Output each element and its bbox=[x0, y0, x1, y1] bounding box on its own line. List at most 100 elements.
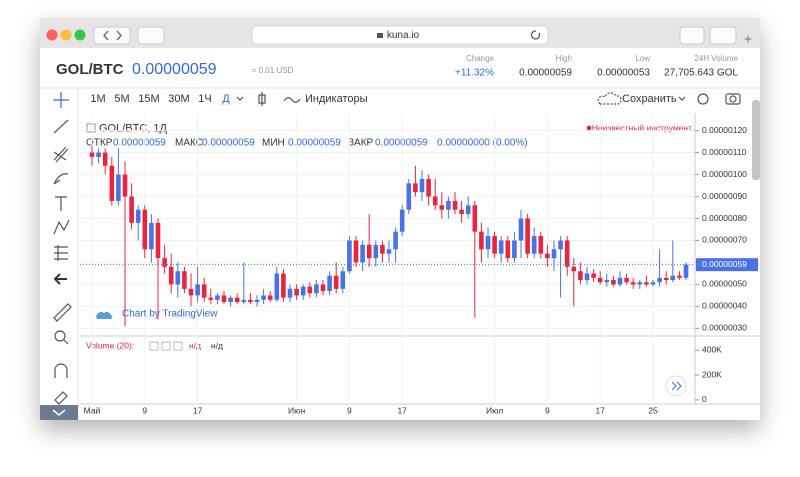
x-tick-label: 9 bbox=[545, 405, 550, 415]
candle-body bbox=[525, 218, 530, 254]
text-tool[interactable] bbox=[55, 196, 67, 211]
collapse-button[interactable] bbox=[40, 405, 78, 420]
legend-label: ОТКР bbox=[86, 138, 113, 149]
candle-body bbox=[551, 249, 557, 259]
y-tick-label: 0.00000040 bbox=[702, 301, 747, 311]
zoom-button[interactable] bbox=[74, 29, 86, 41]
tradingview-logo bbox=[96, 311, 113, 319]
fib-tool[interactable] bbox=[53, 146, 69, 163]
candle-body bbox=[248, 299, 253, 303]
caret[interactable] bbox=[236, 96, 244, 101]
tabs-button[interactable] bbox=[709, 26, 737, 45]
caret[interactable] bbox=[678, 96, 686, 101]
trendline-tool[interactable] bbox=[53, 119, 69, 134]
reload-icon[interactable] bbox=[530, 30, 541, 40]
candle-body bbox=[254, 299, 260, 303]
collapse-legend[interactable] bbox=[86, 123, 96, 133]
candle-body bbox=[604, 280, 610, 283]
brush-tool[interactable] bbox=[53, 173, 69, 185]
candle-body bbox=[657, 277, 662, 283]
volume-icon[interactable] bbox=[161, 341, 171, 351]
nav-arrows bbox=[103, 30, 122, 41]
zoom-tool[interactable] bbox=[54, 330, 66, 342]
candle-body bbox=[208, 297, 214, 300]
price: 0.00000059 bbox=[132, 61, 217, 78]
nav-buttons[interactable] bbox=[93, 26, 131, 45]
candle-body bbox=[267, 295, 273, 300]
close-button[interactable] bbox=[46, 29, 58, 41]
candle-body bbox=[677, 275, 682, 278]
interval[interactable]: 15M bbox=[138, 93, 159, 105]
y-tick-label: 0.00000090 bbox=[702, 191, 747, 201]
stat-value: +11.32% bbox=[455, 68, 494, 79]
candle-body bbox=[413, 183, 418, 193]
volume-tick-label: 400K bbox=[702, 345, 722, 355]
lock-tool[interactable] bbox=[54, 391, 68, 405]
candle-body bbox=[89, 152, 95, 157]
x-tick-label: 9 bbox=[142, 405, 147, 415]
candle-body bbox=[201, 284, 207, 298]
candle-body bbox=[564, 240, 570, 267]
candle-body bbox=[538, 236, 544, 254]
interval[interactable]: 5M bbox=[114, 93, 129, 105]
settings-icon[interactable] bbox=[697, 93, 709, 105]
candle-body bbox=[584, 273, 590, 281]
sidebar-button[interactable] bbox=[137, 26, 165, 45]
candle-body bbox=[617, 277, 623, 285]
notice-dot bbox=[586, 125, 592, 131]
minimize-button[interactable] bbox=[60, 29, 72, 41]
candle-body bbox=[340, 271, 346, 289]
candle-body bbox=[314, 284, 319, 294]
y-tick-label: 0.00000120 bbox=[702, 125, 747, 135]
candle-body bbox=[380, 244, 385, 254]
candle-body bbox=[307, 286, 313, 294]
candle-body bbox=[188, 288, 194, 296]
candle-body bbox=[300, 286, 306, 296]
candle-body bbox=[650, 282, 656, 285]
crosshair-tool[interactable] bbox=[53, 92, 69, 108]
indicator-icon bbox=[283, 97, 301, 103]
candle-body bbox=[386, 249, 392, 254]
legend-label: МИН bbox=[262, 138, 285, 149]
ruler-tool[interactable] bbox=[53, 303, 72, 322]
url: kuna.io bbox=[387, 30, 420, 41]
legend-label: МАКС bbox=[175, 138, 203, 149]
save-button[interactable]: Сохранить bbox=[622, 93, 677, 105]
share-button[interactable] bbox=[679, 26, 705, 45]
scrollbar[interactable] bbox=[752, 100, 760, 180]
candle-body bbox=[518, 218, 524, 241]
volume-icon[interactable] bbox=[173, 341, 183, 351]
legend-value: 0.00000059 bbox=[113, 138, 166, 149]
back-tool[interactable] bbox=[53, 273, 67, 285]
interval-active[interactable]: Д bbox=[222, 93, 230, 105]
plot: 0.000000300.000000400.000000500.00000060… bbox=[80, 113, 758, 415]
url-field[interactable] bbox=[251, 25, 549, 45]
volume-na: н/д bbox=[189, 340, 201, 350]
symbol: GOL/BTC, 1Д bbox=[99, 122, 168, 134]
candle-body bbox=[624, 277, 629, 283]
new-tab[interactable]: + bbox=[744, 31, 752, 47]
stat-label: Change bbox=[466, 54, 495, 63]
candle-body bbox=[406, 183, 412, 210]
x-tick-label: 17 bbox=[595, 405, 605, 415]
candle-body bbox=[492, 236, 497, 254]
prediction-tool[interactable] bbox=[54, 245, 68, 261]
zoom-handle bbox=[63, 339, 69, 345]
camera-icon[interactable] bbox=[725, 93, 741, 105]
candle-body bbox=[505, 240, 511, 259]
magnet-tool[interactable] bbox=[54, 363, 68, 378]
candle-body bbox=[294, 288, 299, 296]
indicators-button[interactable]: Индикаторы bbox=[305, 93, 368, 105]
x-tick-label: 17 bbox=[193, 405, 203, 415]
candle-body bbox=[558, 240, 563, 250]
candle-body bbox=[129, 196, 134, 223]
lock-icon bbox=[377, 33, 383, 38]
interval[interactable]: 1M bbox=[90, 93, 105, 105]
candle-icon[interactable] bbox=[258, 92, 266, 106]
pattern-tool[interactable] bbox=[53, 219, 70, 235]
interval[interactable]: 1Ч bbox=[198, 93, 211, 105]
candle-body bbox=[611, 280, 616, 285]
volume-icon[interactable] bbox=[149, 341, 159, 351]
interval[interactable]: 30M bbox=[168, 93, 189, 105]
